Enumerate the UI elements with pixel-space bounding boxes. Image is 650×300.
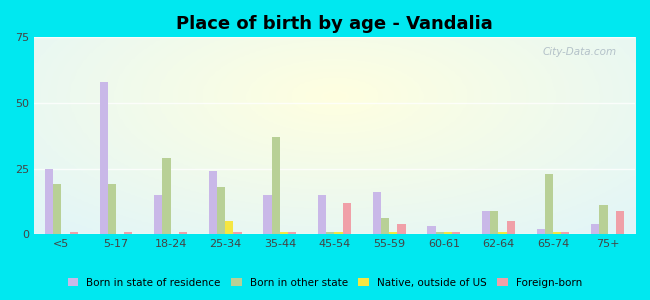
Bar bbox=[389, 232, 397, 234]
Bar bbox=[490, 211, 499, 234]
Bar bbox=[592, 224, 599, 234]
Bar bbox=[288, 232, 296, 234]
Bar bbox=[108, 184, 116, 234]
Bar bbox=[506, 221, 515, 234]
Bar bbox=[444, 232, 452, 234]
Title: Place of birth by age - Vandalia: Place of birth by age - Vandalia bbox=[176, 15, 493, 33]
Bar bbox=[372, 192, 381, 234]
Bar bbox=[381, 218, 389, 234]
Bar bbox=[263, 195, 272, 234]
Bar bbox=[179, 232, 187, 234]
Bar bbox=[233, 232, 242, 234]
Bar bbox=[326, 232, 335, 234]
Text: City-Data.com: City-Data.com bbox=[543, 47, 617, 57]
Bar bbox=[482, 211, 490, 234]
Bar bbox=[225, 221, 233, 234]
Legend: Born in state of residence, Born in other state, Native, outside of US, Foreign-: Born in state of residence, Born in othe… bbox=[64, 274, 586, 292]
Bar bbox=[553, 232, 561, 234]
Bar bbox=[499, 232, 506, 234]
Bar bbox=[70, 232, 78, 234]
Bar bbox=[397, 224, 406, 234]
Bar bbox=[318, 195, 326, 234]
Bar bbox=[436, 232, 444, 234]
Bar bbox=[599, 205, 608, 234]
Bar bbox=[343, 203, 351, 234]
Bar bbox=[561, 232, 569, 234]
Bar bbox=[209, 171, 217, 234]
Bar bbox=[53, 184, 61, 234]
Bar bbox=[537, 229, 545, 234]
Bar bbox=[217, 187, 225, 234]
Bar bbox=[162, 158, 170, 234]
Bar bbox=[545, 174, 553, 234]
Bar bbox=[272, 137, 280, 234]
Bar bbox=[45, 169, 53, 234]
Bar bbox=[154, 195, 162, 234]
Bar bbox=[280, 232, 288, 234]
Bar bbox=[335, 232, 343, 234]
Bar bbox=[124, 232, 133, 234]
Bar bbox=[428, 226, 436, 234]
Bar bbox=[452, 232, 460, 234]
Bar bbox=[616, 211, 624, 234]
Bar bbox=[99, 82, 108, 234]
